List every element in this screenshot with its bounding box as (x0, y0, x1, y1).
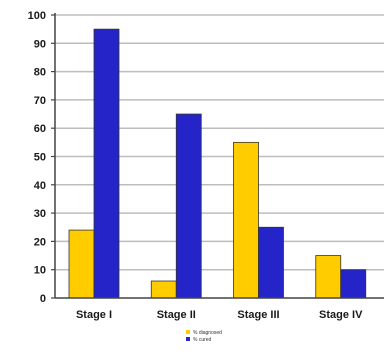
y-tick-label: 80 (34, 67, 46, 79)
x-category-label: Stage IV (319, 309, 363, 321)
x-category-label: Stage I (76, 309, 112, 321)
y-tick-label: 70 (34, 95, 46, 107)
legend: % diagnosed% cured (186, 330, 222, 343)
y-tick-label: 30 (34, 208, 46, 220)
x-category-label: Stage III (237, 309, 279, 321)
bar-diagnosed-stage-i (68, 229, 95, 299)
legend-label: % cured (193, 337, 212, 343)
x-category-label: Stage II (157, 309, 196, 321)
y-tick-label: 60 (34, 123, 46, 135)
bar-diagnosed-stage-iv (315, 255, 342, 299)
x-axis-labels: Stage I Stage II Stage III Stage IV (76, 309, 363, 321)
y-tick-label: 0 (40, 293, 46, 305)
axes (51, 13, 384, 299)
bar-cured-stage-ii (175, 113, 202, 299)
bar-cured-stage-i (93, 28, 120, 299)
y-tick-label: 100 (28, 10, 46, 22)
y-tick-label: 90 (34, 38, 46, 50)
legend-label: % diagnosed (193, 330, 222, 336)
bars (68, 28, 367, 299)
y-axis-ticks: 0 10 20 30 40 50 60 70 80 90 100 (28, 10, 46, 305)
bar-cured-stage-iii (258, 226, 284, 299)
bar-diagnosed-stage-ii (150, 280, 177, 299)
y-tick-label: 40 (34, 180, 46, 192)
y-tick-label: 20 (34, 236, 46, 248)
legend-swatch (186, 337, 190, 341)
bar-diagnosed-stage-iii (233, 141, 259, 299)
y-tick-label: 50 (34, 152, 46, 164)
legend-swatch (186, 330, 190, 334)
bar-cured-stage-iv (340, 269, 367, 299)
y-tick-label: 10 (34, 265, 46, 277)
